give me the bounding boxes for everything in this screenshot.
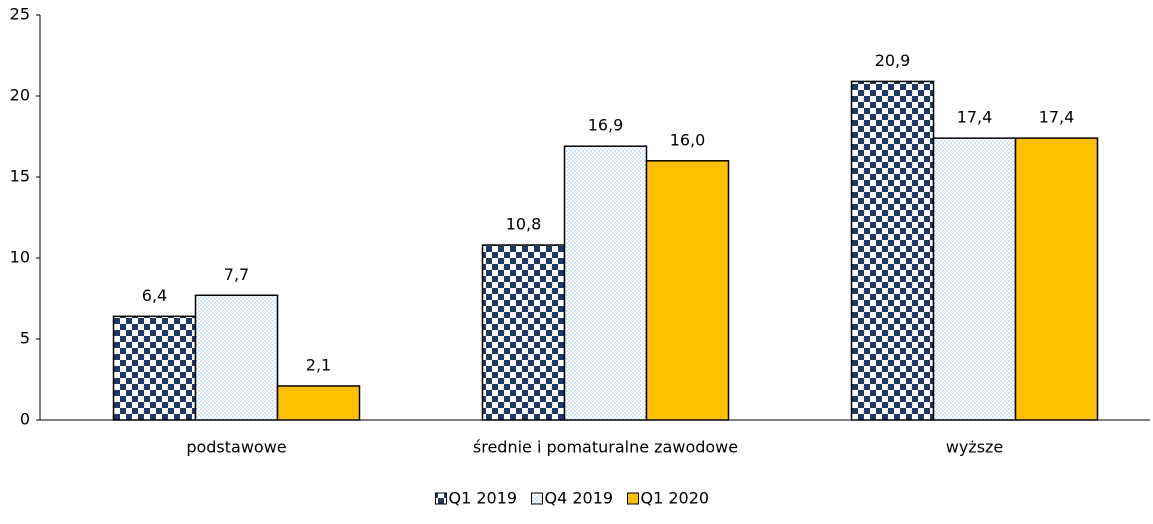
x-tick-label: wyższe <box>946 438 1004 457</box>
y-tick-label: 5 <box>20 329 30 348</box>
y-tick-label: 20 <box>10 86 30 105</box>
legend-swatch <box>627 492 639 505</box>
value-label: 16,9 <box>588 116 624 135</box>
x-tick-label: średnie i pomaturalne zawodowe <box>473 438 738 457</box>
legend-swatch <box>531 492 543 505</box>
value-label: 20,9 <box>875 51 911 70</box>
bar <box>112 315 197 421</box>
legend-swatch <box>435 492 447 505</box>
y-tick-label: 0 <box>20 410 30 429</box>
x-tick-label: podstawowe <box>186 438 286 457</box>
y-tick-label: 15 <box>10 167 30 186</box>
legend-label: Q1 2019 <box>449 489 518 508</box>
bar <box>932 137 1017 421</box>
bar <box>194 294 279 421</box>
value-label: 17,4 <box>1039 108 1075 127</box>
y-tick-label: 25 <box>10 5 30 24</box>
value-label: 10,8 <box>506 215 542 234</box>
y-tick-label: 10 <box>10 248 30 267</box>
bar <box>276 385 361 421</box>
bar <box>563 145 648 421</box>
legend-label: Q4 2019 <box>545 489 614 508</box>
value-label: 17,4 <box>957 108 993 127</box>
value-label: 7,7 <box>224 265 249 284</box>
value-label: 16,0 <box>670 130 706 149</box>
bar <box>850 80 935 421</box>
value-label: 2,1 <box>306 355 331 374</box>
bar <box>1014 137 1099 421</box>
bar <box>645 160 730 421</box>
value-label: 6,4 <box>142 286 167 305</box>
bar <box>481 244 566 421</box>
legend-label: Q1 2020 <box>641 489 710 508</box>
